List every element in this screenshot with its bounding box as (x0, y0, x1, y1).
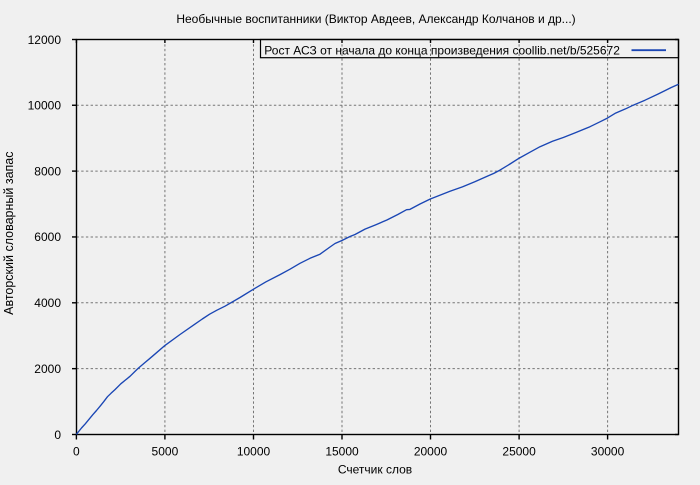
svg-text:2000: 2000 (34, 362, 61, 376)
svg-text:10000: 10000 (237, 445, 271, 459)
svg-text:10000: 10000 (28, 99, 62, 113)
svg-text:Рост АСЗ от начала до конца пр: Рост АСЗ от начала до конца произведения… (264, 43, 620, 57)
svg-text:30000: 30000 (591, 445, 625, 459)
svg-text:Счетчик слов: Счетчик слов (338, 463, 412, 477)
svg-text:4000: 4000 (34, 296, 61, 310)
svg-text:8000: 8000 (34, 164, 61, 178)
svg-text:12000: 12000 (28, 33, 62, 47)
svg-text:25000: 25000 (502, 445, 536, 459)
svg-text:15000: 15000 (325, 445, 359, 459)
svg-text:6000: 6000 (34, 230, 61, 244)
svg-text:Необычные воспитанники (Виктор: Необычные воспитанники (Виктор Авдеев, А… (176, 12, 575, 26)
svg-text:Авторский словарный запас: Авторский словарный запас (2, 152, 16, 315)
svg-text:0: 0 (54, 428, 61, 442)
svg-text:5000: 5000 (152, 445, 179, 459)
svg-text:20000: 20000 (414, 445, 448, 459)
svg-text:0: 0 (73, 445, 80, 459)
